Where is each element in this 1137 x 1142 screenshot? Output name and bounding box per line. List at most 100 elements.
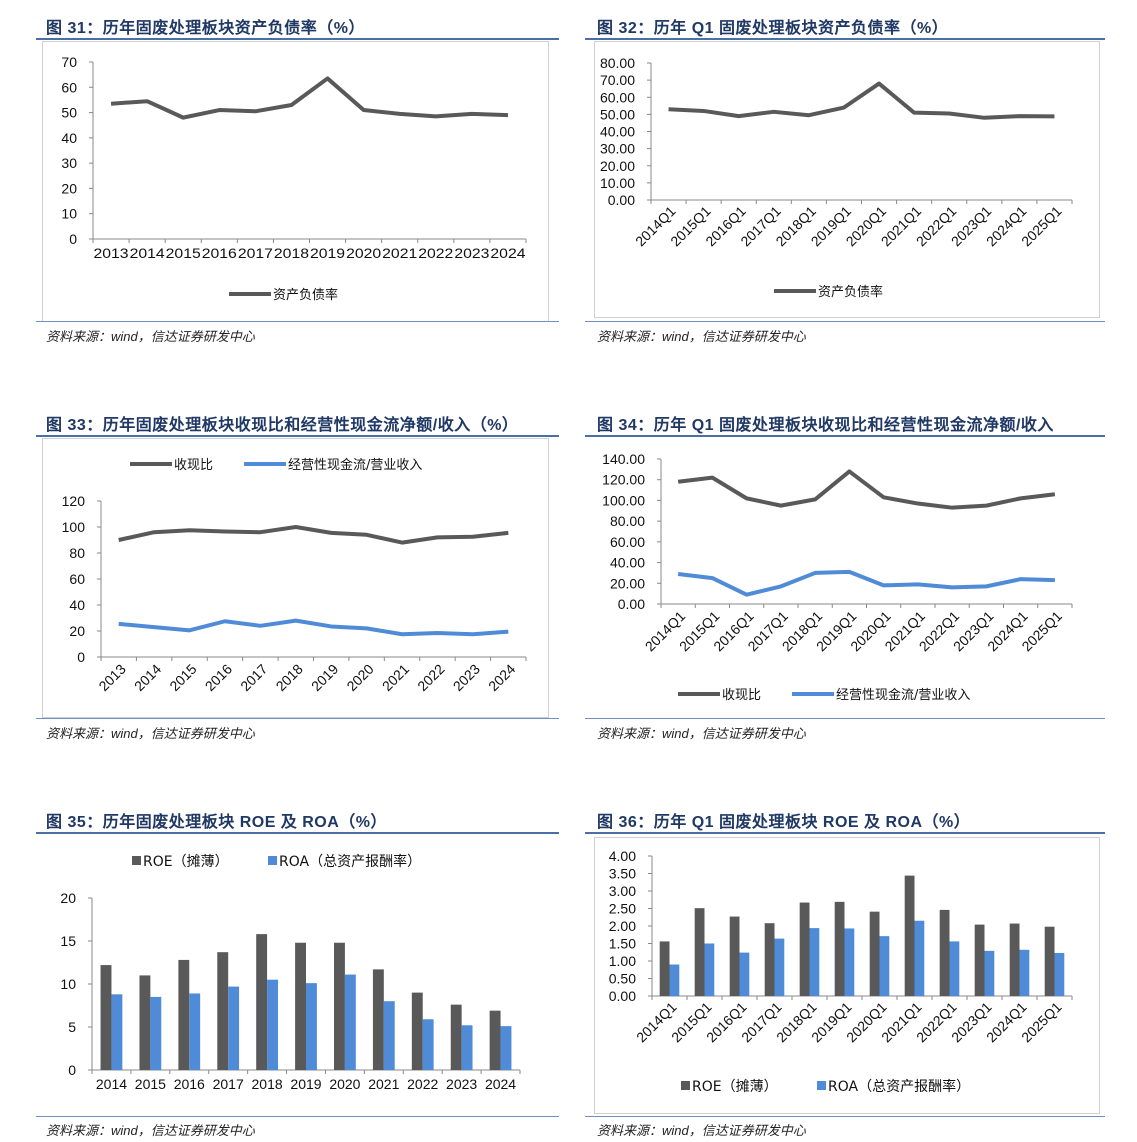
bar	[228, 986, 240, 1070]
legend-swatch	[132, 856, 141, 865]
x-tick-label: 2018	[274, 245, 309, 261]
y-tick-label: 120	[62, 493, 86, 509]
y-tick-label: 2.50	[609, 901, 636, 917]
legend-label: 收现比	[722, 688, 761, 703]
bar	[306, 983, 317, 1070]
bar	[1054, 952, 1065, 996]
figure-33-source: 资料来源：wind，信达证券研发中心	[46, 726, 255, 741]
divider	[36, 832, 559, 834]
bar	[450, 1004, 462, 1070]
divider	[36, 38, 559, 40]
x-tick-label: 2014	[131, 661, 164, 694]
x-tick-label: 2023	[450, 661, 483, 694]
y-tick-label: 50	[61, 105, 77, 121]
legend-label: 经营性现金流/营业收入	[836, 687, 970, 703]
y-tick-label: 0	[68, 1062, 76, 1078]
y-tick-label: 100	[62, 519, 86, 535]
divider	[585, 832, 1105, 834]
series-line	[677, 569, 1055, 597]
bar	[914, 920, 925, 996]
y-tick-label: 40	[69, 597, 85, 613]
y-tick-label: 20	[60, 890, 76, 906]
bar	[949, 941, 960, 996]
bar	[500, 1026, 512, 1070]
legend-label: 资产负债率	[273, 287, 338, 303]
y-tick-label: 140.00	[602, 451, 645, 467]
x-tick-label: 2023	[454, 245, 489, 261]
y-tick-label: 0	[69, 231, 77, 247]
y-tick-label: 4.00	[609, 848, 636, 864]
y-tick-label: 50.00	[600, 106, 635, 122]
bar	[150, 996, 162, 1070]
y-tick-label: 0	[77, 649, 85, 665]
figure-36-source: 资料来源：wind，信达证券研发中心	[597, 1123, 806, 1138]
bar	[178, 959, 190, 1070]
figure-31-title: 图 31：历年固废处理板块资产负债率（%）	[46, 20, 365, 37]
bar	[411, 992, 423, 1070]
bar	[669, 964, 680, 996]
series-line	[110, 76, 509, 120]
divider	[36, 718, 559, 719]
figure-32-source: 资料来源：wind，信达证券研发中心	[597, 329, 806, 344]
y-tick-label: 60	[61, 79, 77, 95]
x-tick-label: 2014	[130, 245, 165, 261]
bar	[489, 1010, 501, 1070]
bar	[461, 1025, 473, 1070]
bar	[372, 969, 384, 1070]
divider	[36, 321, 559, 322]
legend-label: ROE（摊薄）	[692, 1079, 778, 1095]
x-tick-label: 2017	[237, 661, 270, 694]
x-tick-label: 2020	[346, 245, 381, 261]
bar	[774, 938, 785, 996]
y-tick-label: 30.00	[600, 141, 635, 157]
bar	[295, 942, 306, 1070]
divider	[585, 38, 1105, 40]
y-tick-label: 3.50	[609, 866, 636, 882]
y-tick-label: 10	[61, 206, 77, 222]
bar	[729, 916, 740, 996]
y-tick-label: 10.00	[600, 175, 635, 191]
series-line	[118, 618, 509, 637]
bar	[1044, 926, 1055, 996]
y-tick-label: 5	[68, 1019, 76, 1035]
y-tick-label: 120.00	[602, 472, 645, 488]
divider	[585, 321, 1105, 322]
x-tick-label: 2016	[174, 1076, 205, 1092]
figure-34-title: 图 34：历年 Q1 固废处理板块收现比和经营性现金流净额/收入	[597, 417, 1054, 434]
legend-label: 经营性现金流/营业收入	[288, 457, 422, 473]
series-line	[677, 469, 1056, 510]
figure-32-frame	[594, 41, 1100, 318]
x-tick-label: 2024	[490, 245, 525, 261]
x-tick-label: 2023	[446, 1076, 477, 1092]
y-tick-label: 20	[61, 180, 77, 196]
x-tick-label: 2015	[166, 661, 199, 694]
y-tick-label: 80.00	[610, 513, 645, 529]
x-tick-label: 2018	[252, 1076, 283, 1092]
x-tick-label: 2021	[368, 1076, 399, 1092]
bar	[799, 902, 810, 996]
figure-35-title: 图 35：历年固废处理板块 ROE 及 ROA（%）	[46, 814, 388, 831]
legend-label: ROA（总资产报酬率）	[828, 1078, 970, 1095]
y-tick-label: 2.00	[609, 918, 636, 934]
figure-36-title: 图 36：历年 Q1 固废处理板块 ROE 及 ROA（%）	[597, 814, 971, 831]
divider	[36, 435, 559, 437]
y-tick-label: 40	[61, 130, 77, 146]
x-tick-label: 2016	[202, 661, 235, 694]
y-tick-label: 0.00	[609, 988, 636, 1004]
bar	[256, 934, 268, 1070]
bar	[344, 974, 356, 1070]
bar	[217, 952, 229, 1070]
figure-33-frame	[42, 438, 549, 718]
bar	[111, 994, 123, 1070]
legend-swatch	[817, 1081, 826, 1090]
x-tick-label: 2014	[96, 1076, 127, 1092]
y-tick-label: 80	[69, 545, 85, 561]
x-tick-label: 2016	[202, 245, 237, 261]
legend-swatch	[681, 1081, 690, 1090]
x-tick-label: 2020	[329, 1076, 360, 1092]
y-tick-label: 10	[60, 976, 76, 992]
bar	[879, 936, 890, 996]
bar	[383, 1001, 395, 1070]
